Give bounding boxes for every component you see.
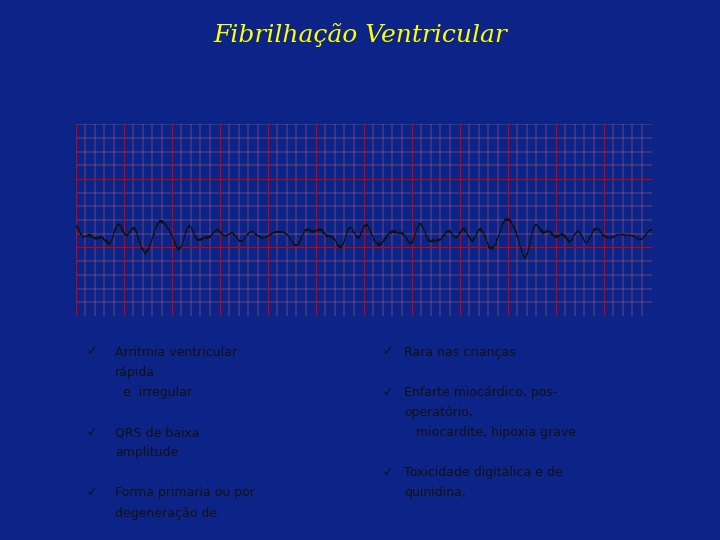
Text: Forma primaria ou por: Forma primaria ou por xyxy=(115,487,255,500)
Text: operatório,: operatório, xyxy=(405,406,473,419)
Text: e  irregular: e irregular xyxy=(115,386,192,399)
Text: quinidina,: quinidina, xyxy=(405,487,467,500)
Text: ✓: ✓ xyxy=(86,426,96,439)
Text: ✓: ✓ xyxy=(382,466,392,480)
Text: Toxicidade digitálica e de: Toxicidade digitálica e de xyxy=(405,466,563,480)
Text: ✓: ✓ xyxy=(86,346,96,359)
Text: Rara nas crianças: Rara nas crianças xyxy=(405,346,516,359)
Text: Fibrilhação Ventricular: Fibrilhação Ventricular xyxy=(213,23,507,47)
Text: miocardite, hipoxia grave: miocardite, hipoxia grave xyxy=(405,426,577,439)
Text: QRS de baixa: QRS de baixa xyxy=(115,426,199,439)
Text: rápida: rápida xyxy=(115,366,155,379)
Text: Enfarte miocárdico, pos-: Enfarte miocárdico, pos- xyxy=(405,386,558,399)
Text: ✓: ✓ xyxy=(382,346,392,359)
Text: ✓: ✓ xyxy=(86,487,96,500)
Text: Arritmia ventricular: Arritmia ventricular xyxy=(115,346,237,359)
Text: amplitude: amplitude xyxy=(115,446,179,459)
Text: degeneração de: degeneração de xyxy=(115,507,217,519)
Text: ✓: ✓ xyxy=(382,386,392,399)
